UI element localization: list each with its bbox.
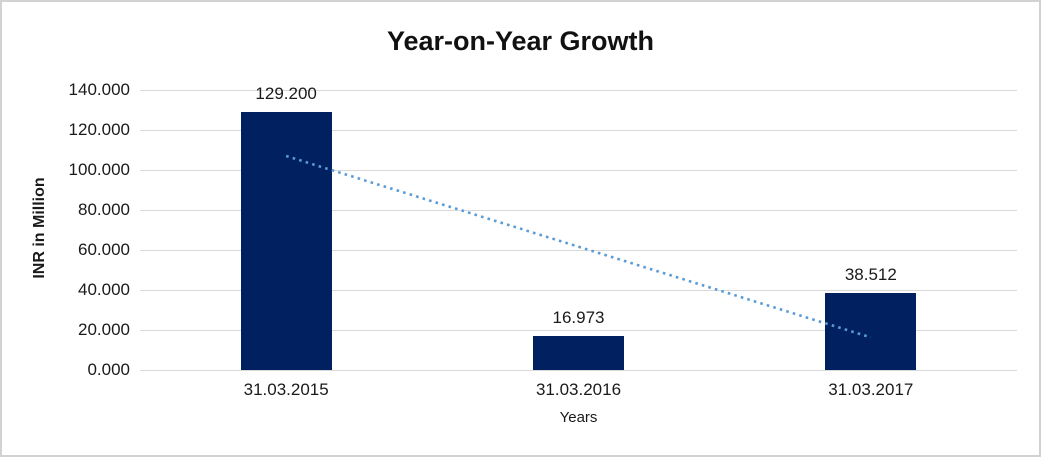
x-axis-title: Years [559,409,598,426]
y-tick-label: 140.000 [68,80,130,99]
category-label: 31.03.2017 [828,380,914,399]
bar [825,292,917,370]
category-label: 31.03.2016 [535,380,622,399]
y-tick-label: 60.000 [78,240,130,259]
y-tick-label: 100.000 [68,160,130,179]
y-axis-title: INR in Million [31,177,48,279]
y-tick-label: 80.000 [78,200,130,219]
bar-value-label: 129.200 [255,83,317,103]
bar-value-label: 16.973 [552,308,605,328]
category-label: 31.03.2015 [243,380,329,399]
chart-title: Year-on-Year Growth [386,26,655,56]
gridline [140,90,1017,91]
bar [240,111,332,370]
bar-value-label: 38.512 [844,264,897,284]
y-tick-label: 20.000 [78,320,130,339]
gridline [140,130,1017,131]
y-tick-label: 0.000 [87,360,130,379]
y-tick-label: 40.000 [78,280,130,299]
bar [533,336,624,370]
y-tick-label: 120.000 [68,120,130,139]
gridline [140,370,1017,371]
